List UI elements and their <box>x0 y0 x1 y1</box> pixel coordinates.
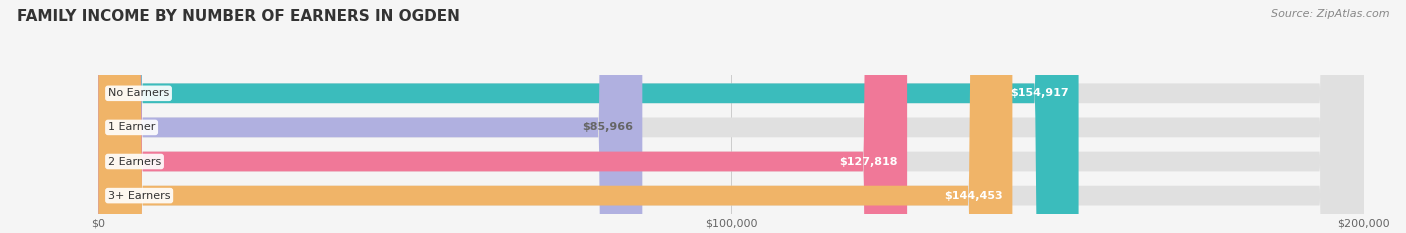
FancyBboxPatch shape <box>98 0 1078 233</box>
FancyBboxPatch shape <box>98 0 907 233</box>
Text: $85,966: $85,966 <box>582 122 633 132</box>
Text: $154,917: $154,917 <box>1011 88 1069 98</box>
Text: FAMILY INCOME BY NUMBER OF EARNERS IN OGDEN: FAMILY INCOME BY NUMBER OF EARNERS IN OG… <box>17 9 460 24</box>
Text: 3+ Earners: 3+ Earners <box>108 191 170 201</box>
FancyBboxPatch shape <box>98 0 1364 233</box>
Text: No Earners: No Earners <box>108 88 169 98</box>
FancyBboxPatch shape <box>98 0 1012 233</box>
FancyBboxPatch shape <box>98 0 1364 233</box>
FancyBboxPatch shape <box>98 0 1364 233</box>
FancyBboxPatch shape <box>98 0 1364 233</box>
Text: $127,818: $127,818 <box>839 157 897 167</box>
Text: 2 Earners: 2 Earners <box>108 157 162 167</box>
Text: $144,453: $144,453 <box>945 191 1002 201</box>
Text: 1 Earner: 1 Earner <box>108 122 155 132</box>
Text: Source: ZipAtlas.com: Source: ZipAtlas.com <box>1271 9 1389 19</box>
FancyBboxPatch shape <box>98 0 643 233</box>
